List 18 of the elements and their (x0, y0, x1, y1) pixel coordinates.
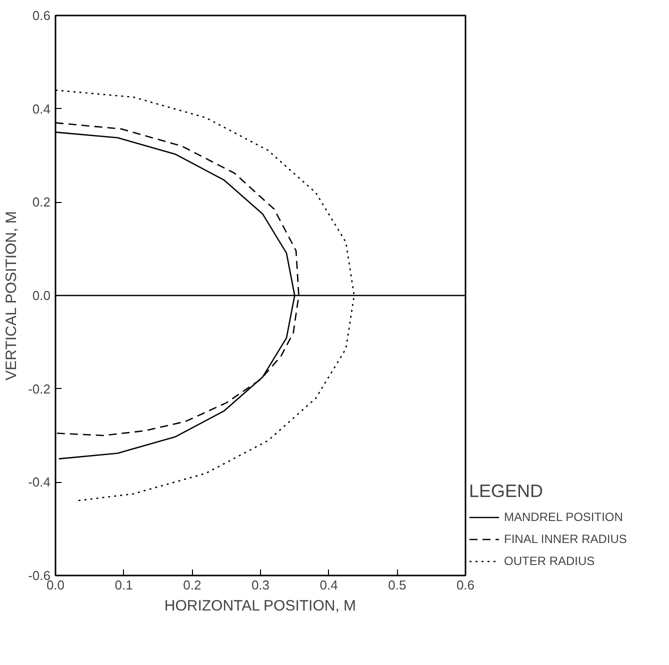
y-axis-title: VERTICAL POSITION, M (3, 211, 20, 380)
y-tick-label: 0.0 (32, 288, 51, 303)
x-tick-label: 0.1 (114, 578, 133, 592)
x-tick-label: 0.4 (320, 578, 338, 592)
y-tick-label: -0.4 (28, 474, 51, 490)
y-tick-label: -0.2 (28, 381, 51, 396)
x-tick-label: 0.5 (388, 578, 406, 592)
y-tick-label: 0.6 (32, 8, 51, 23)
x-tick-label: 0.3 (251, 578, 270, 592)
x-tick-label: 0.2 (183, 578, 202, 592)
legend-label: MANDREL POSITION (504, 510, 623, 524)
y-tick-label: 0.4 (32, 101, 51, 116)
legend-label: OUTER RADIUS (504, 554, 595, 568)
x-axis-title: HORIZONTAL POSITION, M (164, 598, 356, 614)
x-tick-label: 0.6 (456, 578, 475, 592)
y-tick-label: 0.2 (32, 194, 51, 210)
legend-label: FINAL INNER RADIUS (504, 532, 627, 546)
legend-title: LEGEND (469, 481, 544, 502)
